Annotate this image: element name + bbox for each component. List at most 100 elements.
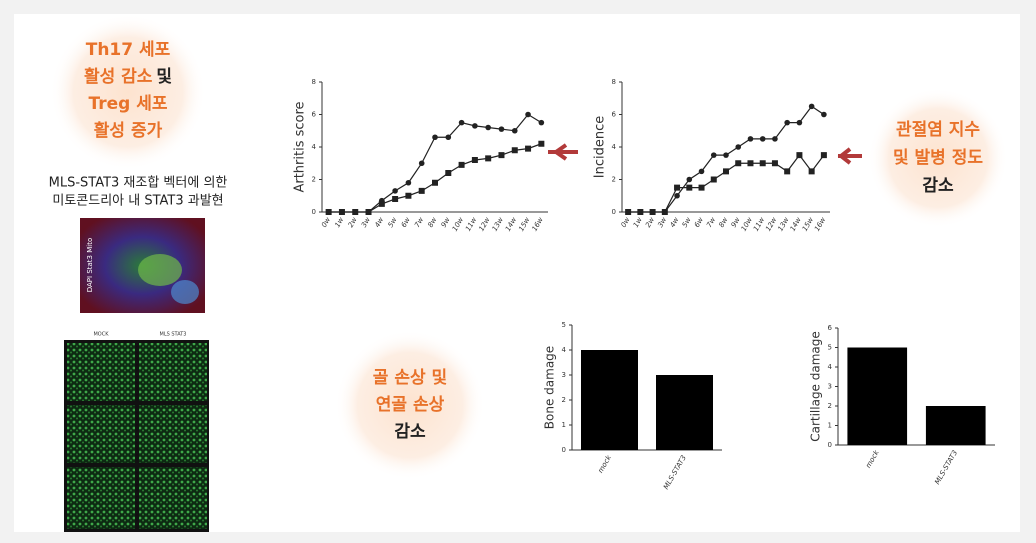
point [525, 145, 532, 152]
point [471, 157, 478, 163]
y-tick-label: 3 [562, 371, 566, 379]
point [821, 111, 827, 118]
callout-text: 연골 손상 [376, 395, 445, 415]
tissue [67, 343, 135, 401]
callout-text: 골 손상 및 [373, 368, 447, 388]
point [432, 179, 438, 186]
y-tick-label: 0 [828, 441, 832, 449]
callout-line: 및 발병 정도 [893, 148, 983, 168]
y-tick-label: 6 [612, 111, 617, 119]
callout-line: 활성 감소 및 [84, 66, 172, 87]
glow [50, 14, 206, 170]
point [796, 152, 803, 159]
point [674, 184, 681, 191]
y-tick-label: 4 [612, 143, 617, 151]
point [405, 179, 412, 186]
point [525, 111, 531, 118]
point [485, 155, 492, 162]
point [458, 161, 465, 168]
callout-text: 감소 [922, 176, 954, 196]
tissue [67, 467, 135, 529]
y-tick-label: 5 [828, 344, 832, 352]
tissue [139, 467, 207, 529]
cell [138, 254, 182, 286]
point [661, 209, 668, 215]
callout-line: 감소 [394, 422, 426, 442]
point [365, 209, 372, 215]
point [723, 168, 729, 175]
arrow [548, 143, 578, 161]
point [498, 126, 505, 132]
point [686, 176, 693, 183]
y-tick-label: 6 [828, 324, 833, 332]
point [378, 200, 385, 207]
callout-text: Th17 세포 [86, 40, 171, 60]
callout-line: Treg 세포 [88, 94, 167, 114]
point [710, 176, 717, 183]
y-tick-label: 0 [562, 446, 566, 454]
y-tick-label: 4 [828, 363, 833, 371]
point [820, 152, 827, 159]
tissue [67, 405, 135, 463]
y-tick-label: 1 [828, 422, 832, 430]
point [674, 192, 680, 199]
point [698, 184, 705, 191]
column-label: MLS STAT3 [160, 332, 187, 338]
point [392, 188, 398, 194]
point [808, 103, 815, 110]
callout-text: 활성 감소 [84, 66, 153, 87]
point [686, 184, 693, 191]
point [392, 196, 399, 202]
point [784, 119, 790, 126]
callout-line: 활성 증가 [94, 120, 163, 141]
point [759, 160, 766, 167]
point [498, 152, 505, 159]
point [698, 168, 705, 175]
glow [335, 330, 485, 480]
point [759, 136, 766, 142]
y-tick-label: 6 [312, 111, 317, 119]
point [735, 160, 742, 167]
y-tick-label: 4 [312, 143, 317, 151]
callout-line: 관절염 지수 [896, 119, 980, 140]
point [710, 152, 717, 158]
y-axis-label: Arthritis score [293, 101, 308, 192]
callout-text: 활성 증가 [94, 120, 163, 141]
point [538, 140, 545, 147]
callout-text: Treg 세포 [88, 94, 167, 114]
stain-label: DAPI Stat3 Mito [86, 238, 94, 292]
y-tick-label: 8 [312, 78, 316, 86]
point [445, 134, 452, 141]
point [747, 136, 754, 142]
y-tick-label: 5 [562, 321, 566, 329]
point [784, 168, 791, 175]
callout-text: 및 [156, 67, 172, 87]
tissue-grid [64, 340, 209, 532]
callout-line: 골 손상 및 [373, 368, 447, 388]
point [511, 147, 518, 154]
point [511, 127, 518, 134]
glow [868, 88, 1008, 228]
y-tick-label: 2 [828, 402, 832, 410]
point [747, 160, 754, 167]
caption: MLS-STAT3 재조합 벡터에 의한 [49, 176, 228, 191]
y-axis-label: Incidence [593, 116, 608, 178]
y-tick-label: 2 [612, 176, 616, 184]
column-label: MOCK [93, 332, 109, 338]
callout-line: Th17 세포 [86, 40, 171, 60]
point [723, 152, 729, 158]
point [405, 192, 412, 199]
cell [171, 280, 199, 304]
point [472, 123, 478, 129]
point [772, 136, 778, 142]
point [418, 187, 425, 194]
point [808, 168, 815, 175]
callout-text: 감소 [394, 422, 426, 442]
point [649, 209, 656, 215]
y-tick-label: 4 [562, 346, 567, 354]
arrow [837, 147, 862, 165]
bar [847, 347, 908, 445]
point [432, 134, 438, 141]
